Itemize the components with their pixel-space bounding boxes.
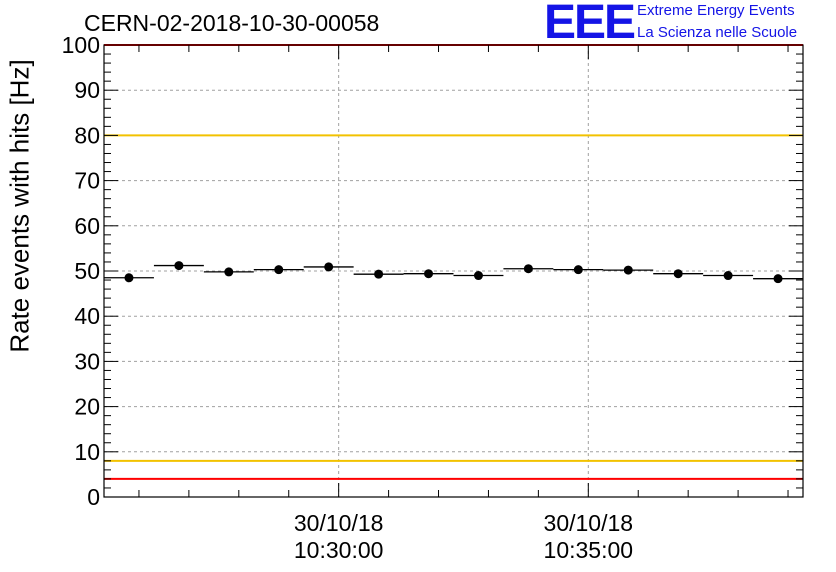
chart-title: CERN-02-2018-10-30-00058: [84, 10, 380, 36]
y-tick-label: 30: [74, 348, 100, 374]
grid: [104, 45, 803, 497]
y-tick-label: 40: [74, 303, 100, 329]
y-tick-label: 60: [74, 213, 100, 239]
eee-logo: EEE: [544, 0, 636, 49]
x-tick-label-date: 30/10/18: [544, 510, 634, 536]
data-point: [424, 269, 434, 279]
y-tick-label: 80: [74, 122, 100, 148]
y-tick-label: 0: [87, 484, 100, 510]
data-point: [374, 269, 384, 279]
y-tick-label: 50: [74, 258, 100, 284]
y-tick-label: 70: [74, 168, 100, 194]
data-point: [324, 262, 334, 272]
data-point: [174, 261, 184, 271]
y-tick-label: 100: [62, 32, 100, 58]
x-tick-label-time: 10:35:00: [544, 537, 634, 563]
data-series: [104, 261, 803, 284]
y-axis-label: Rate events with hits [Hz]: [4, 59, 35, 353]
x-tick-label-date: 30/10/18: [294, 510, 384, 536]
data-point: [673, 269, 683, 279]
data-point: [623, 265, 633, 275]
data-point: [274, 265, 284, 275]
data-point: [723, 271, 733, 281]
data-point: [573, 265, 583, 275]
reference-lines: [104, 44, 803, 480]
data-point: [224, 267, 234, 277]
logo-line-1: Extreme Energy Events: [637, 2, 795, 19]
y-tick-label: 90: [74, 77, 100, 103]
x-tick-label-time: 10:30:00: [294, 537, 384, 563]
axes: 010203040506070809010030/10/1810:30:0030…: [62, 32, 804, 563]
data-point: [124, 273, 134, 283]
data-point: [773, 274, 783, 284]
data-point: [473, 271, 483, 281]
data-point: [523, 264, 533, 274]
logo-line-2: La Scienza nelle Scuole: [637, 24, 798, 41]
y-tick-label: 10: [74, 439, 100, 465]
y-tick-label: 20: [74, 394, 100, 420]
